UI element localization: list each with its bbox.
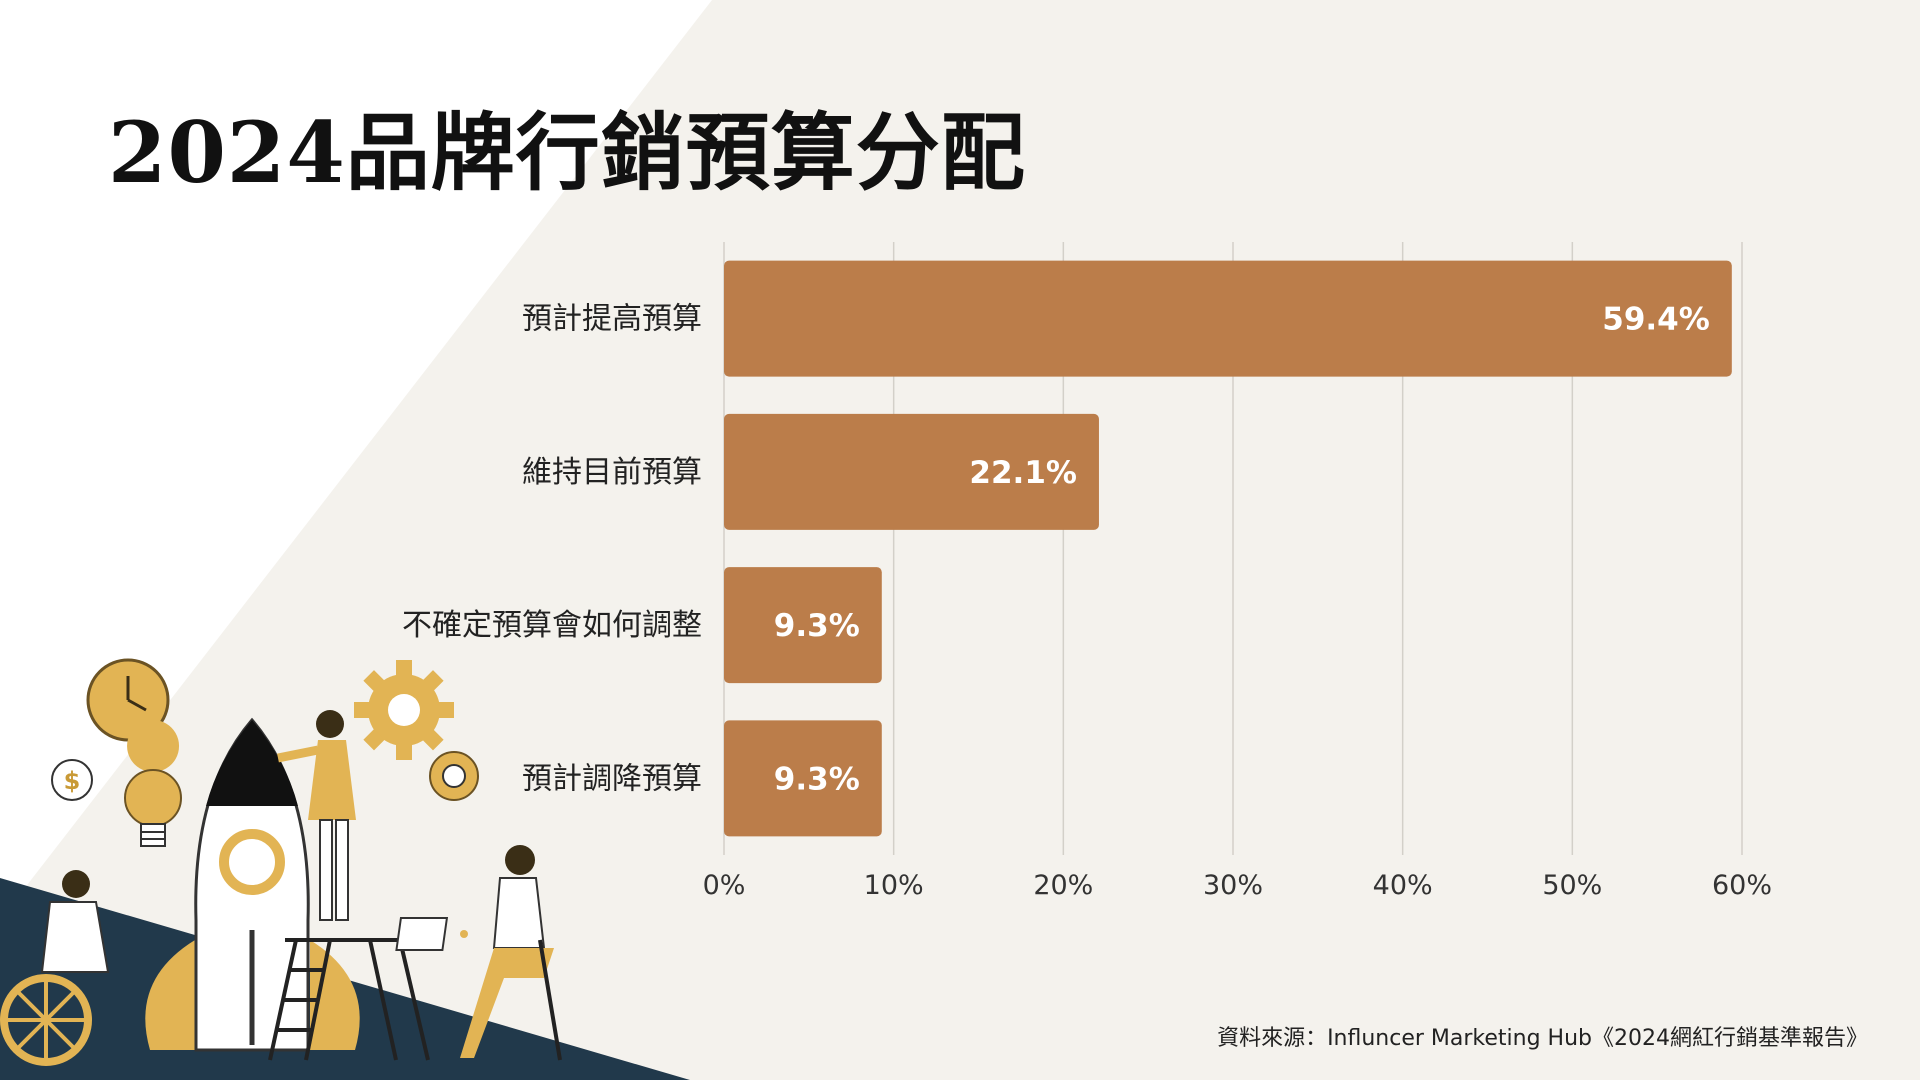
- rocket-icon: [145, 717, 360, 1052]
- category-label: 預計調降預算: [522, 761, 702, 796]
- bar: [724, 720, 882, 837]
- x-tick-label: 10%: [864, 870, 924, 901]
- value-label: 9.3%: [774, 761, 860, 797]
- person-standing-figure: [277, 710, 356, 921]
- bar: [724, 413, 1099, 530]
- chart-x-tick-labels: 0% 10% 20% 30% 40% 50% 60%: [703, 870, 1772, 901]
- coin-symbol: $: [64, 767, 81, 795]
- value-label: 9.3%: [774, 608, 860, 644]
- x-tick-label: 0%: [703, 870, 746, 901]
- lightbulb-icon: [124, 720, 182, 847]
- person-with-laptop-figure: [460, 845, 562, 1061]
- gear-icon: [354, 660, 454, 760]
- small-gear-icon: [429, 751, 479, 801]
- category-label: 不確定預算會如何調整: [402, 608, 702, 643]
- x-tick-label: 20%: [1033, 870, 1093, 901]
- category-label: 預計提高預算: [522, 302, 702, 337]
- chart-bars: [724, 260, 1732, 837]
- bar: [724, 567, 882, 684]
- illustration: $: [0, 658, 562, 1066]
- value-label: 59.4%: [1602, 302, 1710, 338]
- source-note: 資料來源：Influncer Marketing Hub《2024網紅行銷基準報…: [1217, 1026, 1868, 1051]
- value-label: 22.1%: [969, 455, 1077, 491]
- chart-value-labels: 59.4% 22.1% 9.3% 9.3%: [774, 302, 1710, 798]
- dollar-coin-icon: $: [51, 759, 93, 801]
- x-tick-label: 40%: [1373, 870, 1433, 901]
- x-tick-label: 50%: [1542, 870, 1602, 901]
- x-tick-label: 60%: [1712, 870, 1772, 901]
- ladder-icon: [268, 938, 430, 1061]
- x-tick-label: 30%: [1203, 870, 1263, 901]
- bar: [724, 260, 1732, 377]
- laptop-icon: [395, 917, 468, 951]
- page-title: 2024品牌行銷預算分配: [108, 103, 1026, 202]
- person-in-wheelchair-figure: [0, 870, 110, 1066]
- category-label: 維持目前預算: [522, 455, 702, 490]
- white-diagonal-panel: [0, 0, 712, 920]
